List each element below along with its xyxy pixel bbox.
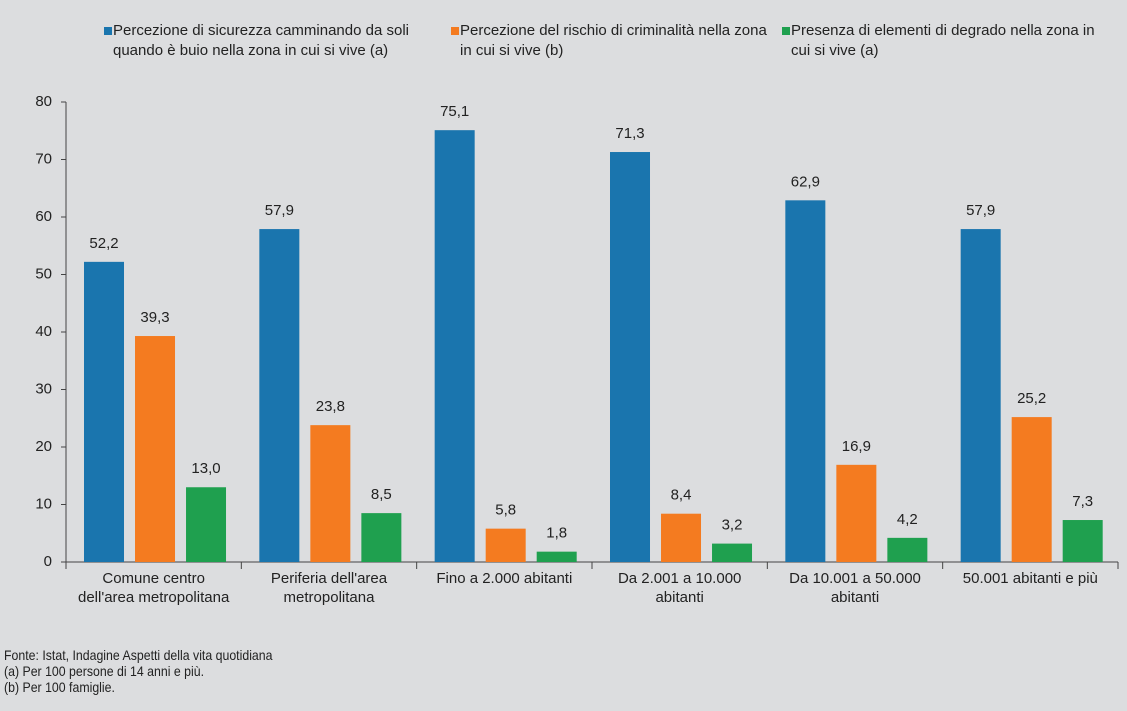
legend-swatch bbox=[104, 27, 112, 35]
value-label: 57,9 bbox=[966, 202, 995, 219]
bar bbox=[84, 261, 125, 562]
bar bbox=[836, 464, 877, 562]
bar bbox=[785, 200, 826, 562]
value-label: 1,8 bbox=[546, 525, 567, 542]
value-label: 8,5 bbox=[371, 486, 392, 503]
value-label: 4,2 bbox=[897, 511, 918, 528]
legend-swatch bbox=[782, 27, 790, 35]
value-label: 71,3 bbox=[615, 125, 644, 142]
y-tick-label: 10 bbox=[35, 495, 52, 512]
value-label: 57,9 bbox=[265, 202, 294, 219]
y-tick-label: 20 bbox=[35, 438, 52, 455]
x-tick-label: Da 2.001 a 10.000 abitanti bbox=[617, 570, 742, 606]
y-tick-label: 60 bbox=[35, 208, 52, 225]
legend-label: Percezione del rischio di criminalità ne… bbox=[460, 22, 767, 59]
bar bbox=[887, 537, 928, 562]
footnote: (b) Per 100 famiglie. bbox=[4, 679, 115, 695]
bar bbox=[485, 528, 526, 562]
x-tick-label: 50.001 abitanti e più bbox=[962, 570, 1098, 587]
x-tick-label: Fino a 2.000 abitanti bbox=[436, 570, 573, 587]
y-tick-label: 80 bbox=[35, 93, 52, 110]
bar bbox=[186, 487, 227, 562]
value-label: 52,2 bbox=[89, 235, 118, 252]
value-label: 5,8 bbox=[495, 502, 516, 519]
y-tick-label: 50 bbox=[35, 265, 52, 282]
value-label: 16,9 bbox=[842, 438, 871, 455]
bar bbox=[259, 229, 300, 562]
bar bbox=[661, 513, 702, 562]
bar bbox=[1011, 417, 1052, 562]
y-tick-label: 30 bbox=[35, 380, 52, 397]
value-label: 8,4 bbox=[671, 487, 692, 504]
bar bbox=[310, 425, 351, 562]
bar bbox=[536, 551, 577, 562]
value-label: 3,2 bbox=[722, 517, 743, 534]
value-label: 39,3 bbox=[140, 309, 169, 326]
y-tick-label: 40 bbox=[35, 323, 52, 340]
bar bbox=[361, 513, 402, 562]
x-tick-label: Periferia dell'area metropolitana bbox=[270, 570, 388, 606]
x-tick-label: Da 10.001 a 50.000 abitanti bbox=[789, 570, 921, 606]
value-label: 62,9 bbox=[791, 173, 820, 190]
x-tick-label: Comune centro dell'area metropolitana bbox=[78, 570, 230, 606]
legend-label: Presenza di elementi di degrado nella zo… bbox=[791, 22, 1095, 59]
y-tick-label: 0 bbox=[44, 553, 52, 570]
value-label: 25,2 bbox=[1017, 390, 1046, 407]
footnote: Fonte: Istat, Indagine Aspetti della vit… bbox=[4, 647, 273, 663]
legend-label: Percezione di sicurezza camminando da so… bbox=[113, 22, 409, 59]
bar bbox=[610, 152, 651, 562]
bar bbox=[135, 336, 176, 562]
footnote: (a) Per 100 persone di 14 anni e più. bbox=[4, 663, 204, 679]
value-label: 23,8 bbox=[316, 398, 345, 415]
bar bbox=[1062, 520, 1103, 562]
value-label: 75,1 bbox=[440, 103, 469, 120]
value-label: 7,3 bbox=[1072, 493, 1093, 510]
bar bbox=[712, 543, 753, 562]
value-label: 13,0 bbox=[191, 460, 220, 477]
y-tick-label: 70 bbox=[35, 150, 52, 167]
bar bbox=[434, 130, 475, 563]
legend-swatch bbox=[451, 27, 459, 35]
bar bbox=[960, 229, 1001, 562]
